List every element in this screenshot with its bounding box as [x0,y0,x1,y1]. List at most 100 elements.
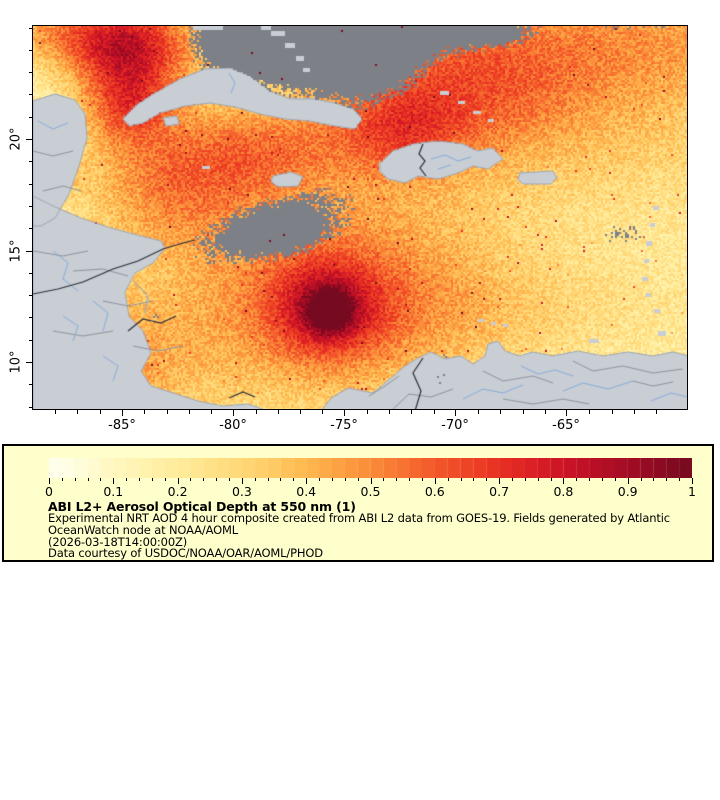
x-axis-minor-tick [211,410,213,414]
legend-panel: 0 0.1 0.2 0.3 0.4 0.5 0.6 0.7 0.8 0.9 1 ABI L2+ Ae… [2,444,714,562]
colorbar-minor-tick [576,478,578,481]
colorbar-minor-tick [229,478,231,481]
y-axis-minor-tick [28,205,32,207]
legend-timestamp: (2026-03-18T14:00:00Z) [48,534,188,549]
colorbar-minor-tick [164,478,166,481]
y-axis-minor-tick [28,49,32,51]
y-axis-minor-tick [28,116,32,118]
colorbar-minor-tick [447,478,449,481]
colorbar-minor-tick [203,478,205,481]
x-axis-minor-tick [522,410,524,414]
colorbar-minor-tick [100,478,102,481]
x-axis-minor-tick [300,410,302,414]
colorbar-major-tick [113,478,115,484]
colorbar-major-tick [434,478,436,484]
x-axis-minor-tick [277,410,279,414]
colorbar-minor-tick [396,478,398,481]
y-axis-minor-tick [28,228,32,230]
colorbar-tick-label: 0.5 [360,484,381,499]
y-axis-minor-tick [28,339,32,341]
colorbar-major-tick [563,478,565,484]
colorbar-major-tick [306,478,308,484]
colorbar-minor-tick [614,478,616,481]
colorbar-minor-tick [74,478,76,481]
colorbar-minor-tick [61,478,63,481]
y-axis-minor-tick [28,384,32,386]
x-axis-minor-tick [255,410,257,414]
colorbar-major-tick [49,478,50,484]
map-plot-area [32,25,688,410]
colorbar-tick-label: 0.8 [553,484,574,499]
colorbar-minor-tick [666,478,668,481]
y-axis-tick-label: 15° [8,238,24,263]
colorbar-minor-tick [190,478,192,481]
x-axis-tick [566,410,567,416]
colorbar-tick-label: 0.7 [489,484,510,499]
y-axis-minor-tick [28,317,32,319]
colorbar-minor-tick [151,478,153,481]
y-axis-minor-tick [28,94,32,96]
colorbar-tick-label: 0.1 [103,484,124,499]
colorbar-minor-tick [126,478,128,481]
colorbar-tick-label: 0.6 [424,484,445,499]
y-axis-minor-tick [28,72,32,74]
colorbar-minor-tick [409,478,411,481]
colorbar-major-tick [627,478,629,484]
x-axis-minor-tick [322,410,324,414]
y-axis-tick-label: 10° [8,350,24,374]
colorbar-minor-tick [280,478,282,481]
colorbar-tick-label: 0.4 [296,484,317,499]
x-axis-tick [122,410,123,416]
x-axis-minor-tick [544,410,546,414]
colorbar-minor-tick [640,478,642,481]
x-axis-tick [455,410,456,416]
colorbar-minor-tick [267,478,269,481]
y-axis-minor-tick [28,272,32,274]
y-axis-minor-tick [28,295,32,297]
legend-description-line-2: OceanWatch node at NOAA/AOML [48,522,239,537]
x-axis-minor-tick [478,410,480,414]
colorbar-minor-tick [383,478,385,481]
colorbar-minor-tick [331,478,333,481]
x-axis-minor-tick [166,410,168,414]
x-axis-minor-tick [99,410,101,414]
y-axis-minor-tick [28,406,32,408]
colorbar-minor-tick [87,478,89,481]
colorbar-minor-tick [589,478,591,481]
x-axis-minor-tick [589,410,591,414]
x-axis-minor-tick [611,410,613,414]
colorbar-major-tick [241,478,243,484]
y-axis-tick-label: 20° [8,127,24,151]
colorbar-minor-tick [653,478,655,481]
colorbar-minor-tick [486,478,488,481]
x-axis-tick [344,410,345,416]
colorbar-major-tick [177,478,179,484]
colorbar-ticks [49,478,693,486]
colorbar-minor-tick [139,478,141,481]
colorbar-minor-tick [319,478,321,481]
legend-caption: ABI L2+ Aerosol Optical Depth at 550 nm … [48,500,698,560]
x-axis-minor-tick [656,410,658,414]
y-axis-minor-tick [28,183,32,185]
colorbar-canvas [49,458,692,478]
x-axis-minor-tick [633,410,635,414]
x-axis-minor-tick [389,410,391,414]
colorbar [49,458,692,478]
x-axis-tick-label: -65° [552,418,580,433]
x-axis-tick-label: -85° [108,418,136,433]
x-axis-tick-label: -75° [330,418,358,433]
colorbar-minor-tick [460,478,462,481]
colorbar-minor-tick [537,478,539,481]
colorbar-tick-label: 0.2 [167,484,188,499]
colorbar-major-tick [692,478,693,484]
colorbar-minor-tick [293,478,295,481]
y-axis-minor-tick [28,161,32,163]
colorbar-tick-label: 0 [45,484,53,499]
x-axis-minor-tick [500,410,502,414]
colorbar-tick-label: 0.3 [231,484,252,499]
colorbar-major-tick [370,478,372,484]
legend-courtesy: Data courtesy of USDOC/NOAA/OAR/AOML/PHO… [48,546,324,561]
colorbar-minor-tick [357,478,359,481]
x-axis-minor-tick [188,410,190,414]
